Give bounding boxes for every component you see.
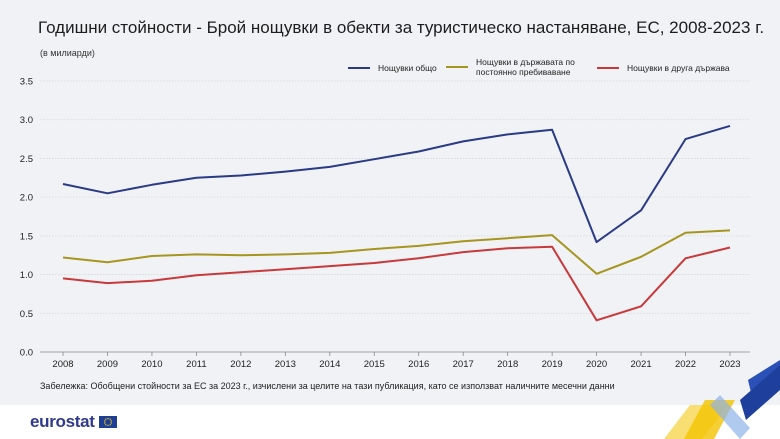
decorative-ribbon xyxy=(664,360,780,439)
eurostat-logo: eurostat xyxy=(30,412,117,432)
chart-panel xyxy=(0,0,780,405)
series-line-1 xyxy=(62,229,731,275)
x-tick-label: 2014 xyxy=(319,359,340,370)
y-tick-label: 3.0 xyxy=(20,115,33,126)
y-tick-label: 1.0 xyxy=(20,270,33,281)
y-tick-label: 0.5 xyxy=(20,309,33,320)
y-tick-label: 1.5 xyxy=(20,231,33,242)
legend-swatch-total xyxy=(348,67,370,69)
unit-note: (в милиарди) xyxy=(40,48,95,58)
y-tick-label: 2.5 xyxy=(20,154,33,165)
series-line-2 xyxy=(62,245,731,322)
x-tick-label: 2021 xyxy=(630,359,651,370)
x-tick-label: 2017 xyxy=(453,359,474,370)
y-tick-label: 3.5 xyxy=(20,77,33,88)
chart-title: Годишни стойности - Брой нощувки в обект… xyxy=(38,18,765,37)
footnote: Забележка: Обобщени стойности за ЕС за 2… xyxy=(40,381,615,391)
x-tick-label: 2015 xyxy=(364,359,385,370)
legend-item-foreign: Нощувки в друга държава xyxy=(597,63,730,73)
x-tick-label: 2019 xyxy=(542,359,563,370)
x-tick-label: 2023 xyxy=(719,359,740,370)
line-chart: 0.0 0.5 1.0 1.5 2.0 2.5 3.0 3.5 2008 2009 2010 2011… xyxy=(20,77,750,370)
x-tick-label: 2022 xyxy=(675,359,696,370)
x-tick-label: 2010 xyxy=(141,359,162,370)
x-tick-label: 2008 xyxy=(52,359,73,370)
legend-swatch-foreign xyxy=(597,67,619,69)
x-tick-label: 2012 xyxy=(230,359,251,370)
legend-label-total: Нощувки общо xyxy=(378,63,437,73)
series-line-0 xyxy=(62,124,731,244)
x-tick-label: 2011 xyxy=(186,359,206,370)
x-tick-label: 2013 xyxy=(275,359,296,370)
x-tick-label: 2009 xyxy=(97,359,118,370)
legend-item-domestic: Нощувки в държавата по постоянно пребива… xyxy=(446,57,588,77)
legend-item-total: Нощувки общо xyxy=(348,63,437,73)
y-tick-label: 2.0 xyxy=(20,193,33,204)
y-tick-label: 0.0 xyxy=(20,348,33,359)
x-tick-label: 2020 xyxy=(586,359,607,370)
legend-swatch-domestic xyxy=(446,66,468,68)
legend-label-domestic: Нощувки в държавата по постоянно пребива… xyxy=(476,57,575,77)
logo-text: eurostat xyxy=(30,412,95,431)
legend-label-foreign: Нощувки в друга държава xyxy=(627,63,730,73)
x-tick-label: 2016 xyxy=(408,359,429,370)
eu-flag-icon xyxy=(98,416,117,428)
x-tick-label: 2018 xyxy=(497,359,518,370)
